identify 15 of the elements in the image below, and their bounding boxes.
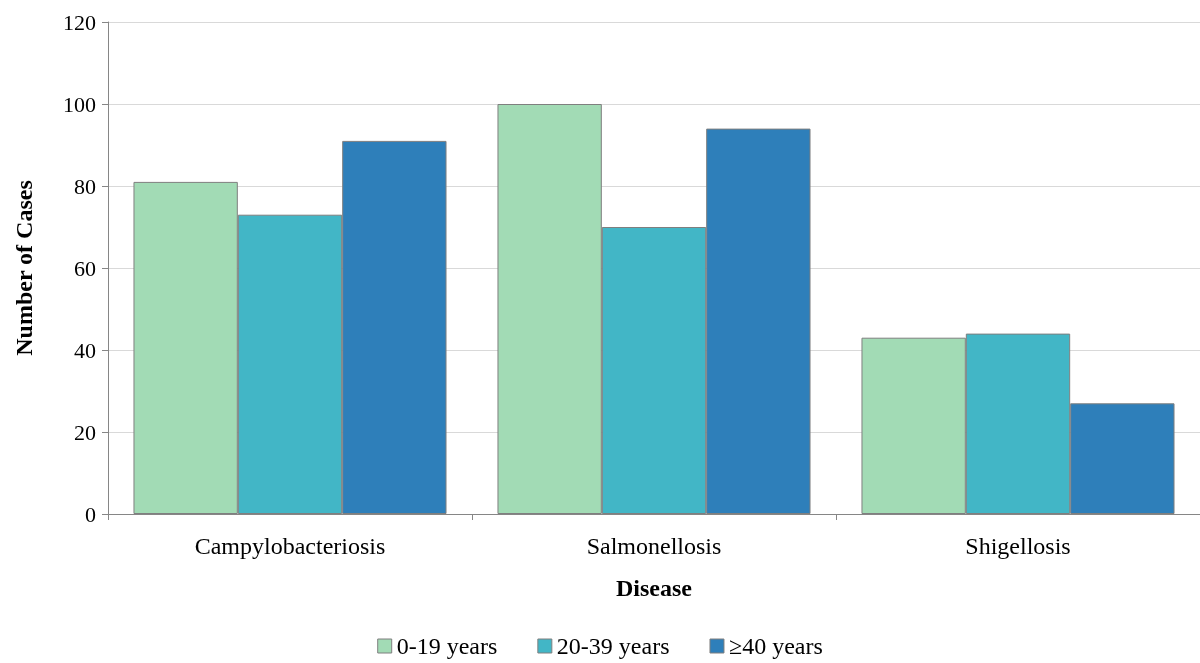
y-tick-label: 100 — [63, 91, 96, 117]
legend-label: ≥40 years — [728, 633, 823, 659]
x-tick-label: Shigellosis — [965, 533, 1071, 559]
y-tick-label: 80 — [74, 173, 96, 199]
y-tick-label: 60 — [74, 255, 96, 281]
legend-label: 0-19 years — [396, 633, 498, 659]
y-tick-label: 20 — [74, 419, 96, 445]
y-tick-label: 120 — [63, 9, 96, 35]
x-axis-title: Disease — [616, 575, 693, 601]
x-tick-label: Salmonellosis — [586, 533, 722, 559]
y-axis-title: Number of Cases — [11, 180, 37, 356]
legend-label: 20-39 years — [556, 633, 670, 659]
y-tick-label: 0 — [85, 501, 96, 527]
x-tick-label: Campylobacteriosis — [194, 533, 386, 559]
y-tick-label: 40 — [74, 337, 96, 363]
